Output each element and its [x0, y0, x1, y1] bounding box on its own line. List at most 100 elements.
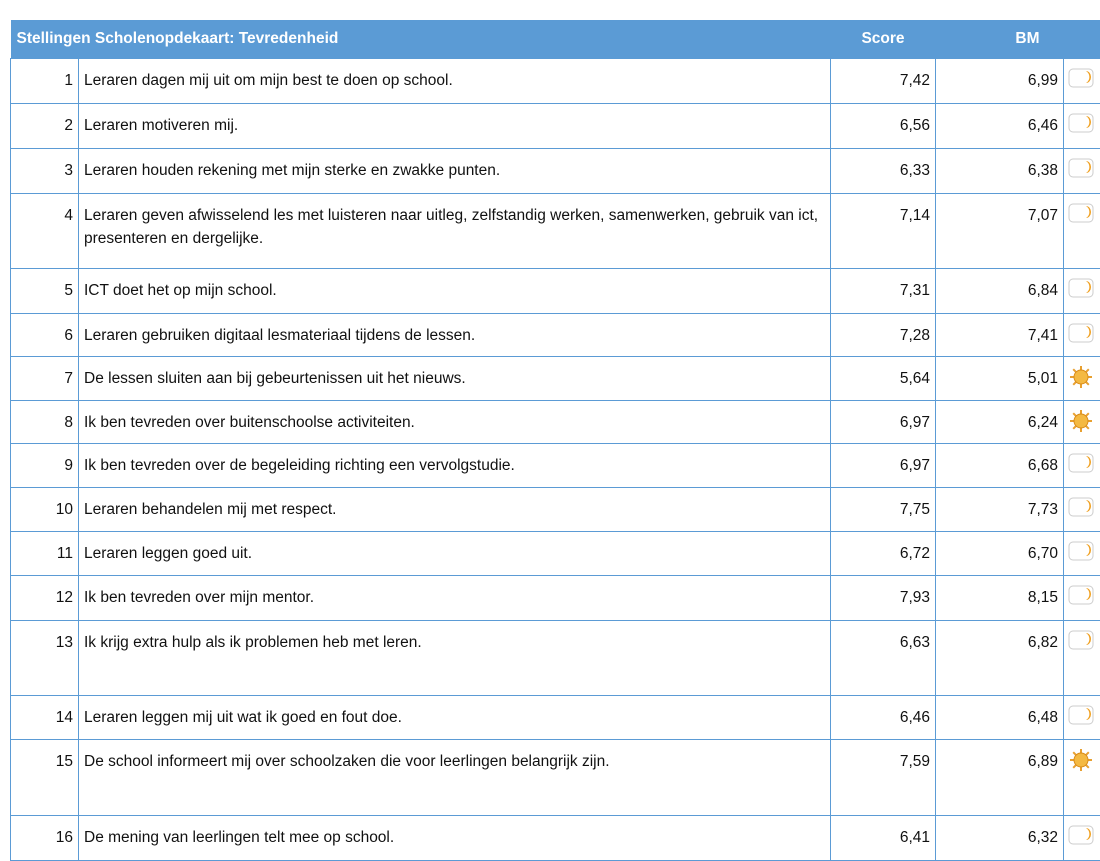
moon-icon [1068, 540, 1096, 562]
status-icon [1064, 401, 1100, 444]
row-number: 10 [11, 488, 79, 532]
moon-icon [1068, 496, 1096, 518]
header-bm: BM [936, 20, 1064, 59]
score: 7,42 [831, 59, 936, 104]
page: Stellingen Scholenopdekaart: Tevredenhei… [0, 0, 1100, 843]
row-number: 13 [11, 621, 79, 696]
status-icon [1064, 444, 1100, 488]
moon-icon [1068, 322, 1096, 344]
status-icon [1064, 532, 1100, 576]
status-icon [1064, 314, 1100, 357]
score: 5,64 [831, 357, 936, 401]
row-number: 8 [11, 401, 79, 444]
benchmark: 6,32 [936, 816, 1064, 861]
score: 7,14 [831, 194, 936, 269]
header-icon [1064, 20, 1100, 59]
score: 6,41 [831, 816, 936, 861]
header-score: Score [831, 20, 936, 59]
row-number: 4 [11, 194, 79, 269]
row-number: 9 [11, 444, 79, 488]
statement: De lessen sluiten aan bij gebeurtenissen… [79, 357, 831, 401]
score: 6,33 [831, 149, 936, 194]
sun-icon [1068, 365, 1096, 389]
row-number: 6 [11, 314, 79, 357]
status-icon [1064, 194, 1100, 269]
benchmark: 6,46 [936, 104, 1064, 149]
statement: Leraren houden rekening met mijn sterke … [79, 149, 831, 194]
benchmark: 8,15 [936, 576, 1064, 621]
score: 6,63 [831, 621, 936, 696]
row-number: 7 [11, 357, 79, 401]
benchmark: 5,01 [936, 357, 1064, 401]
statement: Leraren gebruiken digitaal lesmateriaal … [79, 314, 831, 357]
score: 6,46 [831, 696, 936, 740]
benchmark: 6,70 [936, 532, 1064, 576]
statement: Leraren leggen goed uit. [79, 532, 831, 576]
status-icon [1064, 816, 1100, 861]
moon-icon [1068, 629, 1096, 651]
statement: Leraren dagen mij uit om mijn best te do… [79, 59, 831, 104]
benchmark: 7,41 [936, 314, 1064, 357]
benchmark: 7,73 [936, 488, 1064, 532]
benchmark: 6,99 [936, 59, 1064, 104]
statement: Ik ben tevreden over de begeleiding rich… [79, 444, 831, 488]
benchmark: 6,68 [936, 444, 1064, 488]
status-icon [1064, 696, 1100, 740]
moon-icon [1068, 67, 1096, 89]
statement: Ik ben tevreden over buitenschoolse acti… [79, 401, 831, 444]
moon-icon [1068, 112, 1096, 134]
statement: Ik ben tevreden over mijn mentor. [79, 576, 831, 621]
benchmark: 6,38 [936, 149, 1064, 194]
status-icon [1064, 59, 1100, 104]
statement: De mening van leerlingen telt mee op sch… [79, 816, 831, 861]
row-number: 15 [11, 740, 79, 816]
statement: Leraren geven afwisselend les met luiste… [79, 194, 831, 269]
score: 6,97 [831, 401, 936, 444]
header-row: Stellingen Scholenopdekaart: Tevredenhei… [11, 20, 1100, 59]
benchmark: 6,48 [936, 696, 1064, 740]
moon-icon [1068, 584, 1096, 606]
status-icon [1064, 576, 1100, 621]
statement: Leraren motiveren mij. [79, 104, 831, 149]
moon-icon [1068, 277, 1096, 299]
benchmark: 6,89 [936, 740, 1064, 816]
score: 7,28 [831, 314, 936, 357]
table-container: Stellingen Scholenopdekaart: Tevredenhei… [10, 20, 1100, 861]
moon-icon [1068, 704, 1096, 726]
moon-icon [1068, 452, 1096, 474]
benchmark: 7,07 [936, 194, 1064, 269]
statement: ICT doet het op mijn school. [79, 269, 831, 314]
score: 7,93 [831, 576, 936, 621]
row-number: 12 [11, 576, 79, 621]
score: 7,31 [831, 269, 936, 314]
status-icon [1064, 621, 1100, 696]
score: 6,72 [831, 532, 936, 576]
status-icon [1064, 488, 1100, 532]
status-icon [1064, 357, 1100, 401]
sun-icon [1068, 748, 1096, 772]
row-number: 16 [11, 816, 79, 861]
table: Stellingen Scholenopdekaart: Tevredenhei… [10, 20, 1100, 861]
moon-icon [1068, 157, 1096, 179]
sun-icon [1068, 409, 1096, 433]
row-number: 5 [11, 269, 79, 314]
row-number: 11 [11, 532, 79, 576]
score: 6,56 [831, 104, 936, 149]
moon-icon [1068, 202, 1096, 224]
